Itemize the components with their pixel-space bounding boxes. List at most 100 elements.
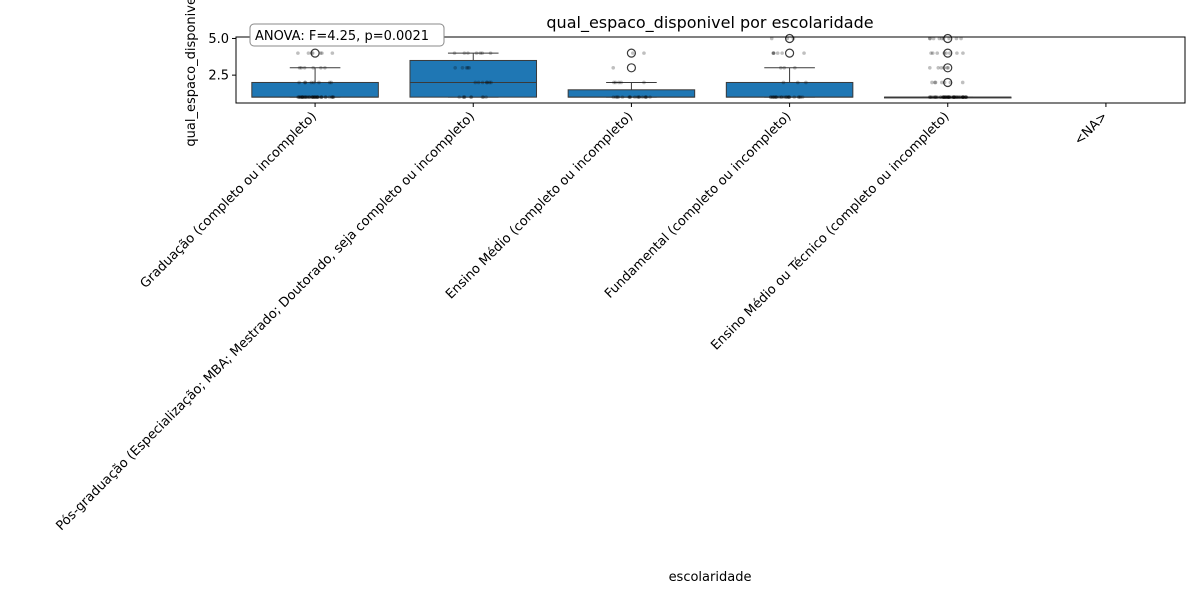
data-point xyxy=(774,95,778,99)
data-point xyxy=(951,95,956,99)
data-point xyxy=(327,95,332,99)
data-point xyxy=(461,95,466,99)
data-point xyxy=(481,95,486,99)
anova-annotation-text: ANOVA: F=4.25, p=0.0021 xyxy=(255,29,429,44)
outlier-marker xyxy=(943,63,953,73)
data-point xyxy=(306,95,311,99)
data-point xyxy=(934,95,939,99)
data-point xyxy=(796,80,800,85)
data-point xyxy=(787,95,791,99)
data-point xyxy=(793,66,797,70)
box-group xyxy=(567,48,696,98)
data-point xyxy=(775,95,779,99)
data-point xyxy=(932,95,937,99)
data-point xyxy=(303,95,307,99)
data-point xyxy=(466,66,470,70)
data-point xyxy=(947,95,951,99)
data-point xyxy=(303,80,307,85)
y-tick-label: 5.0 xyxy=(208,32,229,47)
data-point xyxy=(931,95,936,99)
data-point xyxy=(945,66,949,70)
data-point xyxy=(960,95,965,99)
data-point xyxy=(771,95,775,99)
data-point xyxy=(323,66,327,70)
data-point xyxy=(942,66,946,70)
data-point xyxy=(946,66,950,70)
data-point xyxy=(964,95,969,99)
data-point xyxy=(947,36,951,41)
box xyxy=(725,81,854,98)
data-point xyxy=(312,80,316,85)
data-point xyxy=(963,95,967,99)
data-point xyxy=(949,95,954,99)
data-point xyxy=(958,95,963,99)
box-group xyxy=(883,33,1012,99)
data-point xyxy=(955,51,959,55)
data-point xyxy=(635,95,640,99)
data-point xyxy=(485,80,489,85)
data-point xyxy=(780,95,784,99)
data-point xyxy=(929,95,934,99)
data-point xyxy=(951,95,955,99)
data-point xyxy=(797,95,802,99)
data-point xyxy=(329,80,334,85)
data-point xyxy=(297,95,301,99)
data-point xyxy=(942,95,947,99)
data-point xyxy=(935,95,940,99)
data-point xyxy=(487,80,492,85)
data-point xyxy=(928,95,932,99)
data-point xyxy=(648,95,652,99)
data-point xyxy=(947,95,952,99)
data-point xyxy=(307,95,312,99)
data-point xyxy=(929,51,933,55)
data-point xyxy=(315,95,319,99)
data-point xyxy=(613,80,618,85)
outlier-marker xyxy=(626,48,637,58)
data-point xyxy=(930,51,935,55)
data-point xyxy=(300,95,304,99)
box-group xyxy=(251,48,379,98)
data-point xyxy=(964,95,969,99)
data-point xyxy=(644,95,649,99)
data-point xyxy=(469,95,474,99)
data-point xyxy=(772,95,776,99)
data-point xyxy=(480,95,485,99)
data-point xyxy=(933,80,937,85)
data-point xyxy=(480,80,485,85)
data-point xyxy=(616,95,621,99)
data-point xyxy=(331,95,336,99)
x-tick-label: <NA> xyxy=(1072,109,1111,148)
data-point xyxy=(773,95,778,99)
data-point xyxy=(952,95,957,99)
data-point xyxy=(961,95,966,99)
outlier-marker xyxy=(626,63,637,73)
data-point xyxy=(467,66,472,70)
box xyxy=(251,81,379,98)
data-point xyxy=(307,95,312,99)
data-point xyxy=(944,51,948,55)
data-point xyxy=(777,95,782,99)
data-point xyxy=(779,95,784,99)
chart-title: qual_espaco_disponivel por escolaridade xyxy=(546,13,873,33)
data-point xyxy=(769,36,774,41)
data-point xyxy=(643,95,648,99)
data-point xyxy=(771,51,776,55)
data-point xyxy=(303,80,307,85)
data-point xyxy=(961,95,965,99)
data-point xyxy=(452,51,457,55)
data-point xyxy=(933,95,937,99)
outlier-marker xyxy=(943,33,953,44)
data-point xyxy=(302,66,307,70)
data-point xyxy=(316,95,321,99)
data-point xyxy=(933,95,938,99)
data-point xyxy=(944,95,949,99)
data-point xyxy=(457,95,462,99)
data-point xyxy=(617,80,621,85)
data-point xyxy=(948,80,953,85)
data-point xyxy=(310,95,314,99)
data-point xyxy=(306,51,311,55)
data-point xyxy=(297,66,302,70)
data-point xyxy=(627,95,632,99)
data-point xyxy=(775,51,780,55)
data-point xyxy=(959,36,963,41)
